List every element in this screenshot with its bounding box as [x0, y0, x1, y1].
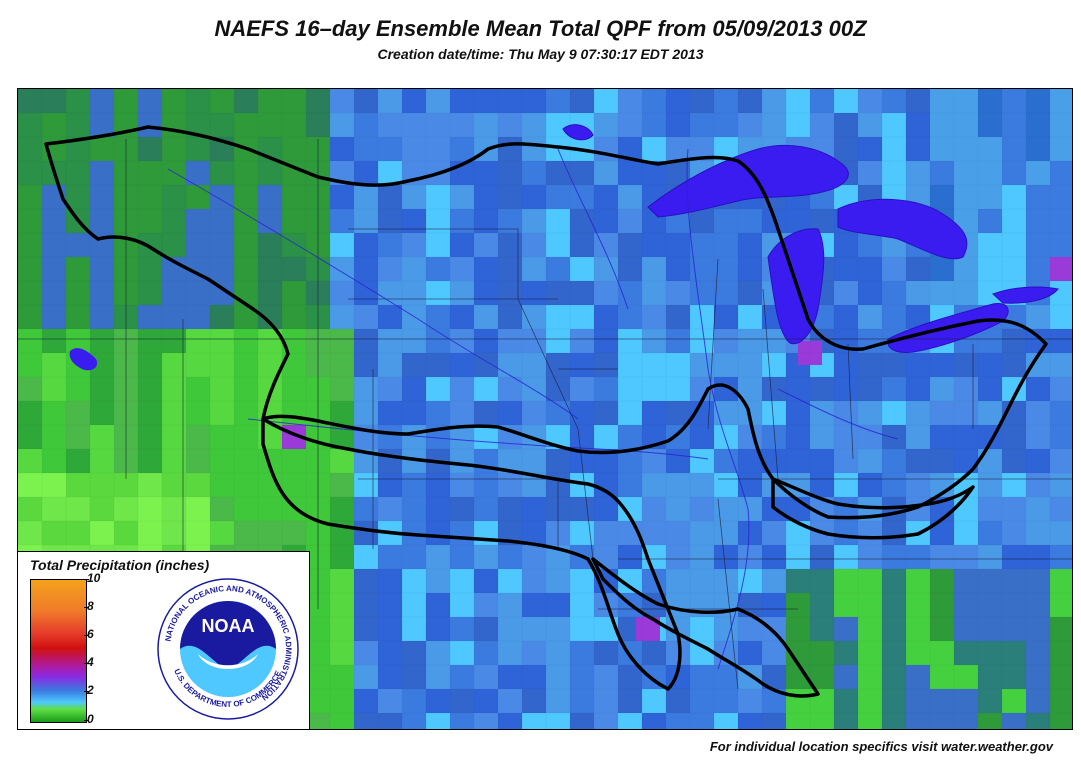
legend-tick-mark	[84, 579, 89, 580]
legend-tick-2: 2	[87, 683, 94, 697]
legend-tick-4: 4	[87, 655, 94, 669]
legend-tick-mark	[84, 607, 89, 608]
creation-datetime: Creation date/time: Thu May 9 07:30:17 E…	[377, 46, 704, 62]
legend-panel: Total Precipitation (inches) 10 8 6 4 2 …	[17, 551, 310, 730]
basin-boundaries	[44, 125, 1048, 698]
legend-tick-10: 10	[87, 571, 101, 585]
precipitation-map	[17, 88, 1073, 730]
legend-tick-8: 8	[87, 599, 94, 613]
great-salt-lake	[69, 348, 98, 371]
noaa-logo: NATIONAL OCEANIC AND ATMOSPHERIC ADMINIS…	[157, 578, 299, 720]
legend-tick-mark	[84, 691, 89, 692]
legend-tick-mark	[84, 635, 89, 636]
legend-title: Total Precipitation (inches)	[30, 557, 210, 573]
legend-tick-mark	[84, 720, 89, 721]
rivers	[167, 148, 899, 670]
legend-tick-0: 0	[87, 712, 94, 726]
footer-note: For individual location specifics visit …	[709, 739, 1053, 754]
noaa-center-text: NOAA	[202, 616, 255, 636]
legend-tick-mark	[84, 663, 89, 664]
map-title: NAEFS 16–day Ensemble Mean Total QPF fro…	[214, 16, 867, 41]
legend-color-bar	[30, 579, 87, 723]
map-svg	[18, 89, 1072, 729]
legend-tick-6: 6	[87, 627, 94, 641]
